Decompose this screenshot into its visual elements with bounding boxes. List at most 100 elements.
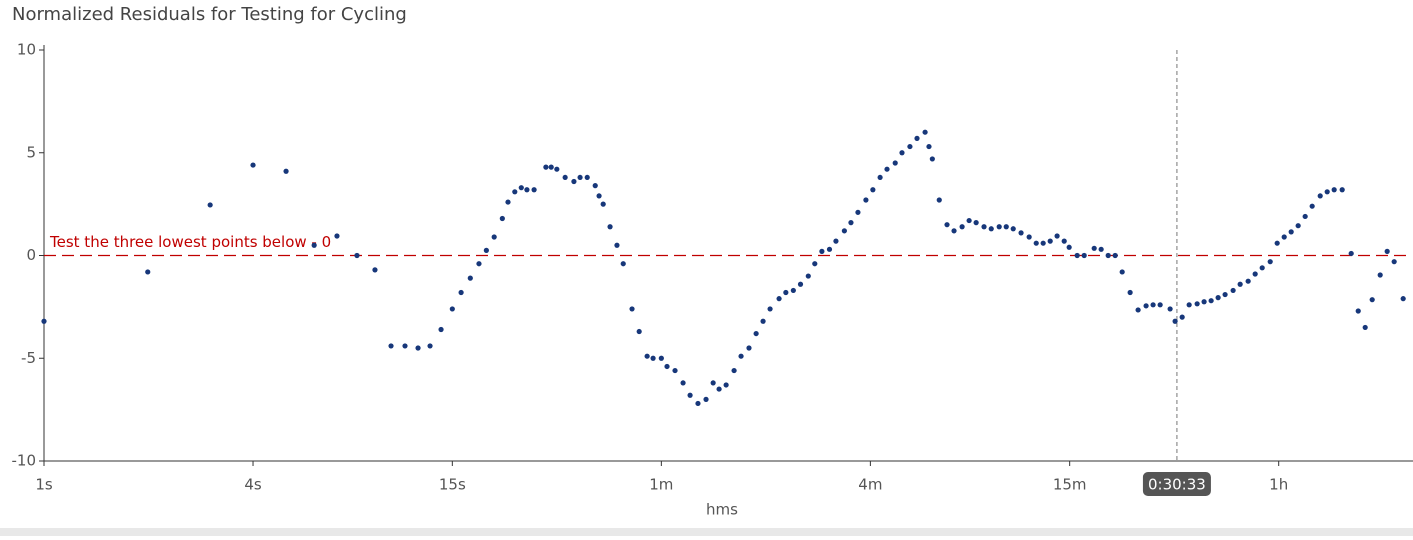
data-point	[1309, 203, 1315, 209]
data-point	[988, 226, 994, 232]
data-point	[334, 233, 340, 239]
data-point	[1302, 213, 1308, 220]
data-point	[483, 247, 489, 253]
data-point	[1324, 189, 1330, 195]
data-point	[614, 242, 620, 248]
data-point	[596, 193, 602, 199]
data-point	[1105, 252, 1111, 259]
data-point	[577, 174, 583, 181]
data-point	[571, 178, 577, 185]
data-point	[607, 224, 613, 230]
data-point	[936, 197, 942, 203]
data-point	[664, 363, 670, 370]
data-point	[672, 367, 678, 374]
data-point	[1331, 187, 1337, 193]
data-point	[1267, 259, 1273, 265]
data-point	[767, 306, 773, 312]
data-point	[650, 355, 656, 361]
data-point	[1127, 289, 1133, 296]
data-point	[415, 345, 421, 351]
data-point	[907, 143, 913, 150]
data-point	[1066, 244, 1072, 250]
data-point	[636, 328, 642, 335]
data-point	[695, 400, 701, 407]
data-point	[1026, 234, 1032, 240]
data-point	[543, 164, 549, 170]
data-point	[1391, 259, 1397, 265]
x-tick-label: 4s	[244, 476, 262, 494]
data-point	[554, 166, 560, 172]
data-point	[944, 222, 950, 228]
data-point	[1355, 308, 1361, 314]
data-point	[467, 275, 473, 281]
data-point	[1167, 306, 1173, 312]
data-point	[899, 150, 905, 156]
data-point	[512, 189, 518, 195]
data-point	[1252, 271, 1258, 277]
data-point	[283, 168, 289, 174]
data-point	[973, 220, 979, 226]
scrollbar	[0, 528, 1413, 536]
data-point	[1215, 295, 1221, 301]
data-point	[1172, 318, 1178, 324]
data-point	[966, 217, 972, 224]
data-point	[505, 199, 511, 205]
data-point	[1143, 303, 1149, 309]
data-point	[877, 174, 883, 181]
data-point	[687, 392, 693, 398]
data-point	[926, 143, 932, 150]
chart-title: Normalized Residuals for Testing for Cyc…	[12, 4, 407, 25]
data-point	[584, 174, 590, 181]
data-point	[1348, 250, 1354, 257]
data-point	[996, 224, 1002, 230]
data-point	[1018, 230, 1024, 236]
data-point	[145, 269, 151, 275]
data-point	[644, 353, 650, 359]
data-point	[1237, 281, 1243, 287]
data-point	[1369, 297, 1375, 303]
data-point	[922, 129, 928, 135]
data-point	[250, 162, 256, 168]
data-point	[1362, 324, 1368, 331]
y-tick-label: -5	[21, 349, 36, 367]
data-point	[1119, 269, 1125, 275]
data-point	[1091, 245, 1097, 251]
data-point	[1288, 229, 1294, 235]
data-point	[723, 382, 729, 388]
data-point	[738, 353, 744, 359]
data-point	[783, 289, 789, 296]
data-point	[710, 380, 716, 386]
data-point	[354, 252, 360, 259]
data-point	[680, 380, 686, 386]
data-point	[524, 187, 530, 193]
data-point	[1010, 226, 1016, 232]
data-point	[1157, 302, 1163, 308]
data-point	[548, 164, 554, 170]
data-point	[1074, 252, 1080, 259]
data-point	[884, 166, 890, 172]
data-point	[491, 234, 497, 240]
data-point	[1033, 240, 1039, 246]
data-point	[1274, 240, 1280, 246]
data-point	[805, 273, 811, 279]
crosshair-label-box	[1142, 472, 1211, 496]
data-point	[914, 135, 920, 141]
data-point	[841, 228, 847, 234]
data-point	[1259, 265, 1265, 271]
y-tick-label: 0	[26, 246, 36, 264]
data-point	[476, 261, 482, 267]
data-point	[1222, 291, 1228, 298]
data-point	[951, 228, 957, 234]
y-tick-label: 10	[17, 41, 36, 59]
data-point	[1201, 299, 1207, 305]
data-point	[1003, 224, 1009, 230]
data-point	[1230, 287, 1236, 294]
data-point	[372, 267, 378, 273]
data-point	[855, 209, 861, 215]
data-point	[311, 242, 317, 248]
data-point	[207, 202, 213, 208]
data-point	[1384, 248, 1390, 254]
data-point	[600, 201, 606, 207]
data-point	[388, 343, 394, 349]
data-point	[658, 355, 664, 361]
